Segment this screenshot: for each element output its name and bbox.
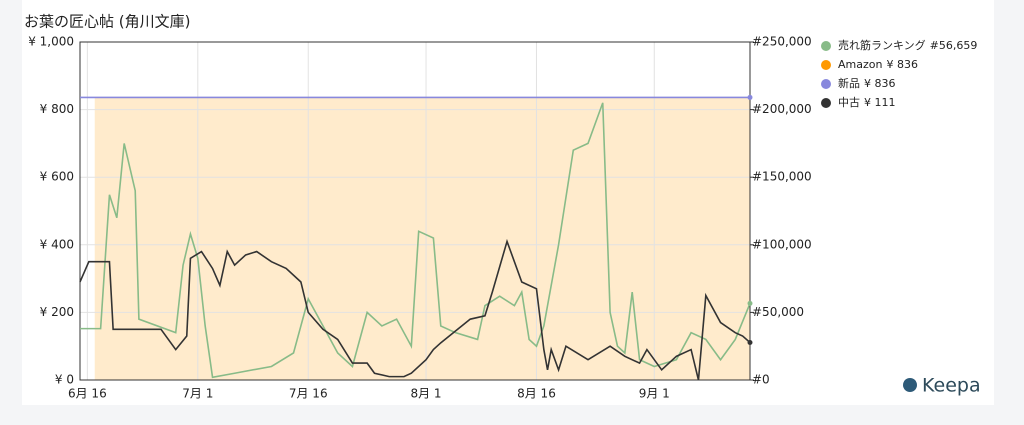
x-tick-label: 6月 16 <box>68 387 107 401</box>
legend-label: 新品 <box>838 76 860 90</box>
y-tick-label: ¥ 600 <box>40 170 74 184</box>
y-tick-label: ¥ 0 <box>55 373 74 387</box>
y-tick-label: ¥ 1,000 <box>28 35 74 49</box>
legend-label: Amazon <box>838 58 882 71</box>
line <box>80 102 751 379</box>
end-point <box>747 300 753 306</box>
y2-tick-label: #200,000 <box>752 102 812 116</box>
chart-background <box>22 0 994 405</box>
plot-frame <box>79 41 751 381</box>
x-tick-label: 9月 1 <box>639 387 670 401</box>
legend-value: ¥ 111 <box>864 96 896 109</box>
legend-swatch <box>821 60 831 70</box>
legend-value: #56,659 <box>930 39 978 52</box>
y-tick-label: ¥ 800 <box>40 102 74 116</box>
legend-label: 中古 <box>838 96 860 109</box>
y2-tick-label: #0 <box>752 373 770 387</box>
y2-tick-label: #100,000 <box>752 237 812 251</box>
legend-swatch <box>821 41 831 51</box>
y2-tick-label: #250,000 <box>752 35 812 49</box>
line <box>79 238 751 381</box>
legend-value: ¥ 836 <box>864 77 896 90</box>
area <box>94 97 750 380</box>
x-tick-label: 8月 1 <box>410 387 441 401</box>
y-tick-label: ¥ 400 <box>40 237 74 251</box>
end-point <box>747 339 753 345</box>
legend-swatch <box>821 98 831 108</box>
y-tick-label: ¥ 200 <box>40 305 74 319</box>
legend-value: ¥ 836 <box>886 58 918 71</box>
legend-label: 売れ筋ランキング <box>838 38 926 52</box>
legend-swatch <box>821 79 831 89</box>
end-point <box>747 94 753 100</box>
x-tick-label: 7月 1 <box>182 387 213 401</box>
brand: Keepa <box>922 375 981 397</box>
x-tick-label: 7月 16 <box>289 387 328 401</box>
chart-title: お葉の匠心帖 (角川文庫) <box>24 13 190 31</box>
x-tick-label: 8月 16 <box>517 387 556 401</box>
y2-tick-label: #50,000 <box>752 305 804 319</box>
brand-icon <box>903 378 917 392</box>
y2-tick-label: #150,000 <box>752 170 812 184</box>
